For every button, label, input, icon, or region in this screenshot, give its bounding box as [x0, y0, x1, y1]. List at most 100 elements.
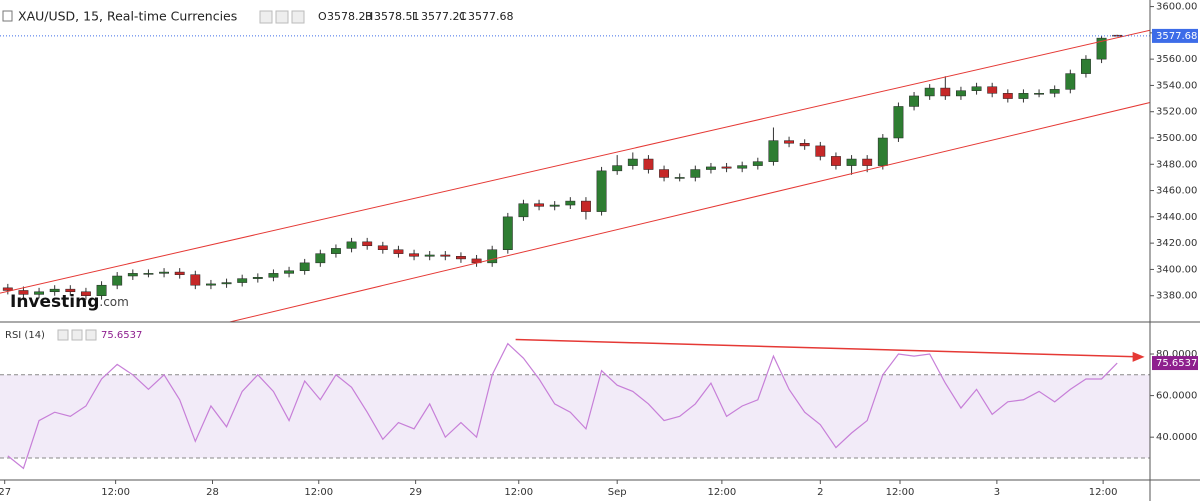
- candle-body: [1065, 73, 1076, 90]
- candle-body: [284, 270, 294, 274]
- candle-body: [127, 273, 138, 277]
- candle-body: [221, 282, 232, 285]
- x-tick-label: 12:00: [504, 487, 533, 498]
- candle-body: [768, 140, 779, 162]
- candle-body: [409, 253, 419, 257]
- icon[interactable]: [71, 329, 83, 341]
- candle-body: [159, 271, 169, 274]
- candle-body: [784, 140, 794, 144]
- x-tick-label: 12:00: [101, 487, 130, 498]
- candle-body: [315, 253, 326, 264]
- candle-body: [1081, 58, 1091, 74]
- candle-body: [424, 254, 435, 257]
- candle-body: [299, 262, 310, 271]
- ohlc-letter: O: [318, 10, 327, 23]
- y-tick-label: 3480.00: [1156, 159, 1197, 170]
- candle-body: [971, 86, 982, 91]
- candle-body: [987, 86, 998, 94]
- y-tick-label: 3500.00: [1156, 133, 1197, 144]
- candle-body: [502, 216, 513, 250]
- candle-body: [924, 87, 935, 97]
- candle-body: [581, 200, 591, 212]
- x-tick-label: 2: [817, 487, 823, 498]
- y-tick-label: 3420.00: [1156, 238, 1197, 249]
- candle-body: [627, 158, 638, 166]
- ohlc-letter: H: [365, 10, 373, 23]
- trend-arrow: [515, 338, 1141, 358]
- ohlc-value: 3577.68: [468, 10, 514, 23]
- watermark: Investing.com: [10, 292, 129, 312]
- y-tick-label: 3440.00: [1156, 212, 1197, 223]
- menu-icon[interactable]: [2, 10, 13, 22]
- candle-body: [815, 145, 826, 157]
- candle-body: [831, 156, 841, 166]
- x-tick-label: 12:00: [886, 487, 915, 498]
- ohlc-letter: L: [412, 10, 419, 23]
- candle-body: [2, 287, 13, 291]
- candle-body: [393, 249, 404, 254]
- y-tick-label: 3540.00: [1156, 80, 1197, 91]
- price-header: XAU/USD, 15, Real-time Currencies O 3578…: [2, 9, 514, 24]
- candle-body: [268, 273, 279, 278]
- candle-body: [752, 161, 763, 166]
- icon[interactable]: [57, 329, 69, 341]
- candle-body: [721, 166, 732, 169]
- candle-body: [1002, 93, 1013, 99]
- channel-line: [0, 29, 1151, 294]
- price-title: XAU/USD, 15, Real-time Currencies: [18, 9, 237, 24]
- candle-body: [362, 241, 373, 247]
- y-tick-label: 3400.00: [1156, 264, 1197, 275]
- y-tick-label: 60.0000: [1156, 391, 1197, 402]
- x-tick-label: 12:00: [707, 487, 736, 498]
- candle-body: [190, 274, 201, 286]
- candle-body: [237, 278, 248, 283]
- candle-body: [252, 277, 263, 279]
- candle-body: [846, 158, 857, 166]
- rsi-header: RSI (14) 75.6537: [5, 329, 142, 341]
- candle-body: [659, 169, 669, 178]
- candle-body: [81, 291, 91, 296]
- candle-body: [909, 95, 919, 107]
- icon[interactable]: [275, 10, 289, 24]
- rsi-title: RSI (14): [5, 330, 45, 341]
- y-tick-label: 80.0000: [1156, 349, 1197, 360]
- candle-body: [1096, 37, 1107, 60]
- icon[interactable]: [85, 329, 97, 341]
- arrow-head: [1132, 351, 1145, 362]
- candle-body: [96, 284, 107, 296]
- x-tick-label: 27: [0, 487, 11, 498]
- candle-body: [346, 241, 357, 249]
- candle-body: [596, 170, 607, 212]
- candle-body: [206, 283, 216, 286]
- ohlc-value: 3578.51: [374, 10, 420, 23]
- icon[interactable]: [291, 10, 305, 24]
- watermark-suffix: .com: [99, 295, 128, 309]
- candle-body: [518, 203, 529, 218]
- candle-body: [643, 158, 654, 170]
- candle-body: [1034, 93, 1044, 95]
- candle-body: [565, 200, 576, 206]
- y-tick-label: 3380.00: [1156, 291, 1197, 302]
- candle-body: [893, 106, 904, 139]
- candle-body: [456, 256, 466, 260]
- candle-body: [612, 165, 623, 172]
- candle-body: [331, 248, 341, 254]
- y-tick-label: 3600.00: [1156, 2, 1197, 13]
- candle-body: [112, 275, 123, 286]
- last-price-label: 3577.68: [1156, 31, 1197, 42]
- candle-body: [49, 288, 60, 293]
- candle-body: [174, 271, 185, 275]
- candle-body: [1112, 34, 1123, 37]
- plot-area: [0, 29, 1151, 470]
- x-tick-label: 12:00: [304, 487, 333, 498]
- x-tick-label: 12:00: [1089, 487, 1118, 498]
- icon[interactable]: [259, 10, 273, 24]
- candle-body: [534, 203, 544, 207]
- candle-body: [737, 165, 748, 169]
- y-tick-label: 3460.00: [1156, 186, 1197, 197]
- candle-body: [549, 204, 560, 207]
- rsi-last-box: [1152, 356, 1198, 371]
- y-tick-label: 40.0000: [1156, 432, 1197, 443]
- watermark-main: Investing: [10, 292, 99, 312]
